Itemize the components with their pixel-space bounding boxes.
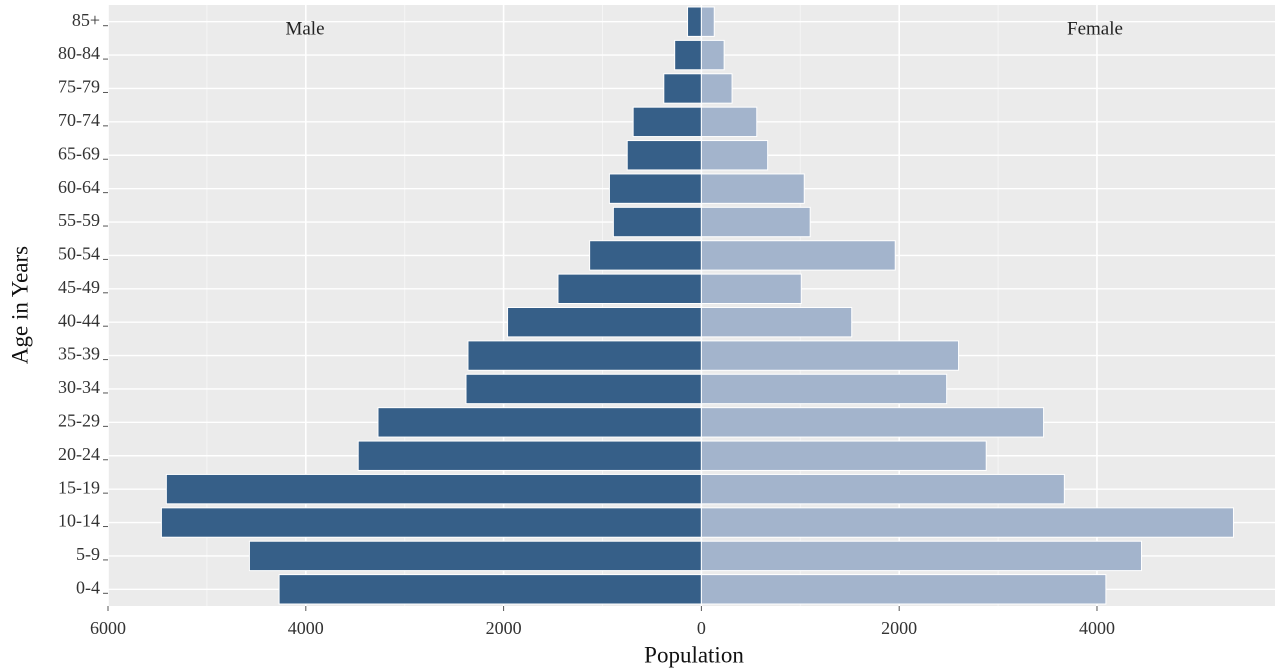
bar	[700, 273, 802, 304]
bar	[700, 6, 715, 37]
y-tick-label: 75-79	[58, 77, 100, 97]
bar	[700, 173, 805, 204]
bar	[687, 6, 702, 37]
bar	[663, 73, 702, 104]
x-tick-label: 4000	[1079, 618, 1115, 638]
bar	[589, 240, 702, 271]
y-tick-label: 80-84	[58, 43, 100, 63]
y-tick-label: 60-64	[58, 177, 100, 197]
bar	[377, 407, 702, 438]
bar	[626, 140, 702, 171]
plot-panel	[108, 5, 1275, 606]
bar	[165, 473, 702, 505]
bar	[557, 273, 702, 304]
bar	[700, 574, 1107, 605]
y-tick-label: 15-19	[58, 477, 100, 497]
bar	[700, 140, 769, 171]
bar	[700, 39, 725, 71]
x-tick-label: 2000	[486, 618, 522, 638]
y-tick-label: 20-24	[58, 444, 100, 464]
x-tick-label: 2000	[881, 618, 917, 638]
y-tick-label: 55-59	[58, 210, 100, 230]
y-tick-label: 35-39	[58, 344, 100, 364]
bar	[700, 240, 896, 271]
y-tick-label: 40-44	[58, 310, 100, 330]
y-tick-label: 85+	[72, 10, 100, 30]
y-tick-label: 65-69	[58, 143, 100, 163]
bar	[465, 373, 702, 405]
y-axis-title: Age in Years	[7, 246, 32, 364]
bar	[507, 307, 702, 338]
bar	[700, 206, 811, 238]
x-tick-label: 6000	[90, 618, 126, 638]
bar	[700, 440, 987, 471]
bar	[700, 540, 1142, 572]
bar	[278, 574, 702, 605]
bar	[674, 39, 702, 71]
y-tick-label: 30-34	[58, 377, 100, 397]
x-tick-label: 0	[697, 618, 706, 638]
bar	[160, 507, 702, 538]
bar	[357, 440, 702, 471]
y-tick-label: 70-74	[58, 110, 100, 130]
bar	[467, 340, 702, 371]
y-tick-label: 25-29	[58, 410, 100, 430]
bar	[700, 340, 960, 371]
bar	[632, 106, 702, 138]
bar	[700, 373, 948, 405]
bar	[700, 473, 1065, 505]
y-tick-label: 5-9	[76, 544, 100, 564]
x-axis-title: Population	[644, 642, 744, 667]
bar	[700, 507, 1234, 538]
x-tick-label: 4000	[288, 618, 324, 638]
bar	[700, 73, 733, 104]
series-label: Male	[285, 18, 324, 39]
y-tick-label: 0-4	[76, 577, 100, 597]
bar	[700, 307, 853, 338]
bar	[608, 173, 702, 204]
bar	[248, 540, 702, 572]
y-tick-label: 45-49	[58, 277, 100, 297]
y-tick-label: 50-54	[58, 244, 100, 264]
bar	[700, 106, 758, 138]
bar	[700, 407, 1045, 438]
y-tick-label: 10-14	[58, 511, 100, 531]
bar	[612, 206, 702, 238]
series-label: Female	[1067, 18, 1123, 39]
